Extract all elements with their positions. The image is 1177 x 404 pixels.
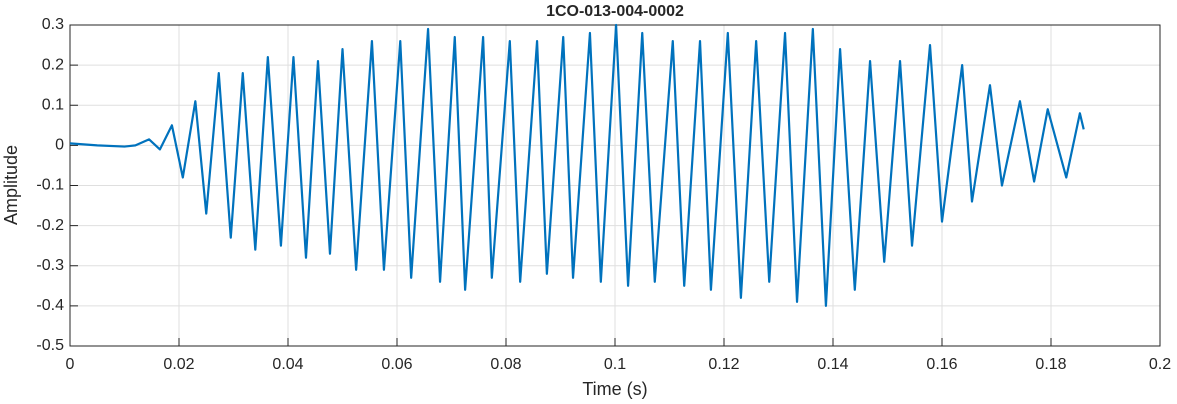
- x-axis-label: Time (s): [582, 379, 647, 399]
- x-tick-label: 0.18: [1035, 356, 1066, 373]
- y-tick-label: 0.2: [42, 56, 64, 73]
- x-tick-label: 0.14: [817, 356, 848, 373]
- x-tick-label: 0: [66, 356, 75, 373]
- y-tick-label: -0.2: [36, 217, 64, 234]
- x-tick-label: 0.08: [490, 356, 521, 373]
- y-tick-label: 0: [55, 137, 64, 154]
- y-tick-label: -0.5: [36, 337, 64, 354]
- x-tick-label: 0.06: [381, 356, 412, 373]
- chart-title: 1CO-013-004-0002: [546, 3, 684, 20]
- x-tick-label: 0.16: [926, 356, 957, 373]
- y-tick-label: -0.3: [36, 257, 64, 274]
- y-axis-label: Amplitude: [1, 145, 21, 225]
- x-tick-label: 0.12: [708, 356, 739, 373]
- x-tick-label: 0.04: [272, 356, 303, 373]
- y-tick-label: -0.1: [36, 177, 64, 194]
- x-tick-label: 0.2: [1149, 356, 1171, 373]
- x-tick-label: 0.1: [604, 356, 626, 373]
- x-tick-label: 0.02: [163, 356, 194, 373]
- y-tick-label: 0.3: [42, 16, 64, 33]
- y-tick-label: 0.1: [42, 96, 64, 113]
- y-tick-label: -0.4: [36, 297, 64, 314]
- waveform-line: [69, 23, 1085, 307]
